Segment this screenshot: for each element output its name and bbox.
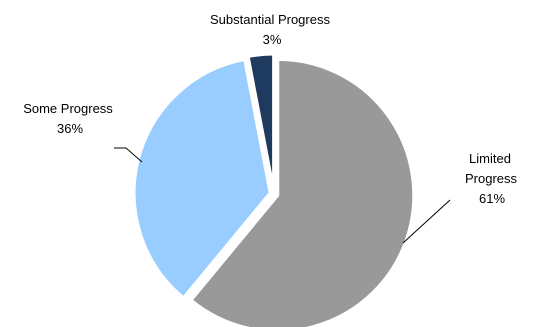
leader-some-progress bbox=[114, 147, 143, 163]
value-substantial-progress: 3% bbox=[263, 32, 282, 47]
label-some-progress: Some Progress bbox=[23, 101, 113, 116]
value-limited-progress: 61% bbox=[479, 191, 505, 206]
leader-lines bbox=[114, 147, 451, 244]
label-limited-progress-line1: Limited bbox=[469, 151, 511, 166]
pie-slices bbox=[132, 52, 416, 327]
label-substantial-progress: Substantial Progress bbox=[210, 12, 330, 27]
leader-limited-progress bbox=[402, 199, 451, 244]
slice-substantial-progress bbox=[246, 52, 276, 192]
value-some-progress: 36% bbox=[57, 121, 83, 136]
label-limited-progress-line2: Progress bbox=[465, 171, 518, 186]
slice-limited-progress bbox=[189, 57, 416, 327]
